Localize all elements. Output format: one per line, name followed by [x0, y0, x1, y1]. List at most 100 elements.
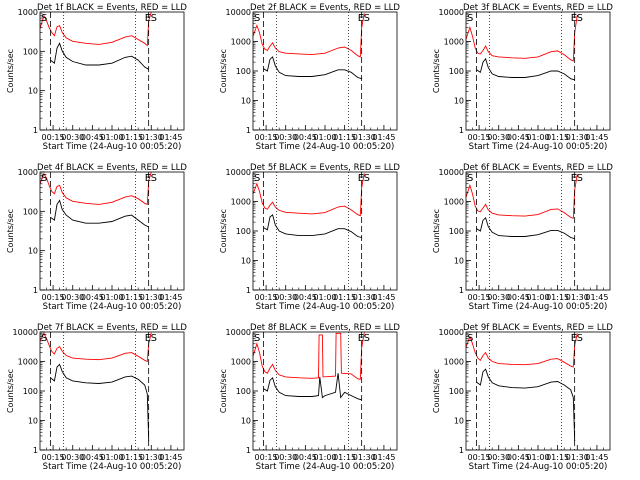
x-axis-label: Start Time (24-Aug-10 00:05:20): [256, 462, 395, 472]
x-tick-label: 00:45: [294, 453, 317, 462]
x-tick-label: 00:15: [468, 453, 491, 462]
event-marker-label: E: [358, 13, 364, 24]
event-marker-label: S: [254, 333, 260, 344]
event-marker-label: E: [571, 13, 577, 24]
x-tick-label: 01:30: [140, 453, 163, 462]
x-tick-label: 00:45: [81, 293, 104, 302]
x-tick-label: 01:15: [120, 293, 143, 302]
y-tick-label: 10: [454, 417, 464, 426]
x-tick-label: 00:30: [61, 293, 84, 302]
lld-series-line: [465, 174, 578, 219]
y-tick-label: 10000: [226, 328, 251, 337]
events-series-line: [476, 57, 575, 81]
plot-frame: [252, 331, 398, 451]
y-tick-label: 1: [246, 286, 251, 295]
x-tick-label: 00:15: [255, 453, 278, 462]
event-marker-label: S: [41, 173, 47, 184]
y-tick-label: 1000: [444, 198, 464, 207]
y-axis-label: Counts/sec: [6, 49, 15, 93]
plot-frame: [465, 331, 611, 451]
event-marker-label: S: [467, 173, 473, 184]
y-tick-label: 100: [23, 387, 38, 396]
y-tick-label: 100: [236, 387, 251, 396]
x-tick-label: 01:15: [120, 133, 143, 142]
event-marker-label: S: [41, 333, 47, 344]
y-tick-label: 100: [449, 67, 464, 76]
x-tick-label: 00:15: [468, 293, 491, 302]
lld-series-line: [39, 332, 152, 363]
y-tick-label: 10: [28, 247, 38, 256]
y-tick-label: 1000: [18, 8, 38, 17]
x-tick-label: 01:30: [353, 133, 376, 142]
x-tick-label: 01:30: [353, 453, 376, 462]
y-tick-label: 1000: [231, 358, 251, 367]
y-axis-label: Counts/sec: [219, 49, 228, 93]
x-tick-label: 00:15: [42, 293, 65, 302]
y-tick-label: 1000: [231, 198, 251, 207]
events-series-line: [50, 363, 150, 442]
x-tick-label: 01:30: [566, 453, 589, 462]
panel-title: Det 1f BLACK = Events, RED = LLD: [37, 3, 187, 13]
events-series-line: [50, 199, 149, 228]
y-tick-label: 10000: [13, 328, 38, 337]
x-axis-label: Start Time (24-Aug-10 00:05:20): [43, 302, 182, 312]
x-tick-label: 00:45: [81, 133, 104, 142]
event-marker-label: E: [145, 13, 151, 24]
event-marker-label: S: [41, 13, 47, 24]
x-tick-label: 01:00: [313, 133, 336, 142]
lld-series-line: [252, 332, 365, 380]
x-tick-label: 01:00: [313, 453, 336, 462]
events-series-line: [50, 42, 149, 70]
y-axis-label: Counts/sec: [432, 49, 441, 93]
y-tick-label: 1: [459, 446, 464, 455]
plot-frame: [252, 11, 398, 131]
y-tick-label: 100: [23, 47, 38, 56]
events-series-line: [263, 214, 362, 238]
x-tick-label: 00:15: [255, 133, 278, 142]
lld-series-line: [39, 11, 152, 47]
event-marker-label: S: [364, 173, 370, 184]
x-tick-label: 01:15: [333, 133, 356, 142]
x-tick-label: 01:00: [100, 133, 123, 142]
x-tick-label: 01:45: [585, 133, 608, 142]
x-tick-label: 00:30: [274, 133, 297, 142]
x-tick-label: 01:00: [526, 453, 549, 462]
y-axis-label: Counts/sec: [219, 209, 228, 253]
x-tick-label: 01:30: [353, 293, 376, 302]
panel-title: Det 9f BLACK = Events, RED = LLD: [463, 323, 613, 333]
x-tick-label: 01:45: [585, 293, 608, 302]
panel-title: Det 3f BLACK = Events, RED = LLD: [463, 3, 613, 13]
y-tick-label: 10: [28, 87, 38, 96]
y-tick-label: 1: [459, 286, 464, 295]
event-marker-label: S: [577, 333, 583, 344]
y-tick-label: 100: [236, 67, 251, 76]
x-tick-label: 00:45: [81, 453, 104, 462]
plot-frame: [465, 171, 611, 291]
y-tick-label: 10000: [439, 8, 464, 17]
x-tick-label: 01:45: [372, 453, 395, 462]
x-axis-label: Start Time (24-Aug-10 00:05:20): [256, 142, 395, 152]
event-marker-label: E: [358, 173, 364, 184]
event-marker-label: S: [364, 333, 370, 344]
y-axis-label: Counts/sec: [219, 369, 228, 413]
panel-title: Det 7f BLACK = Events, RED = LLD: [37, 323, 187, 333]
y-tick-label: 100: [449, 387, 464, 396]
x-tick-label: 00:15: [42, 453, 65, 462]
x-tick-label: 00:30: [61, 453, 84, 462]
panel-title: Det 2f BLACK = Events, RED = LLD: [250, 3, 400, 13]
y-axis-label: Counts/sec: [6, 209, 15, 253]
x-tick-label: 01:00: [526, 293, 549, 302]
x-tick-label: 01:15: [333, 453, 356, 462]
x-tick-label: 01:00: [100, 453, 123, 462]
x-tick-label: 00:15: [468, 133, 491, 142]
x-tick-label: 00:45: [507, 453, 530, 462]
y-tick-label: 10000: [439, 328, 464, 337]
panel-title: Det 8f BLACK = Events, RED = LLD: [250, 323, 400, 333]
